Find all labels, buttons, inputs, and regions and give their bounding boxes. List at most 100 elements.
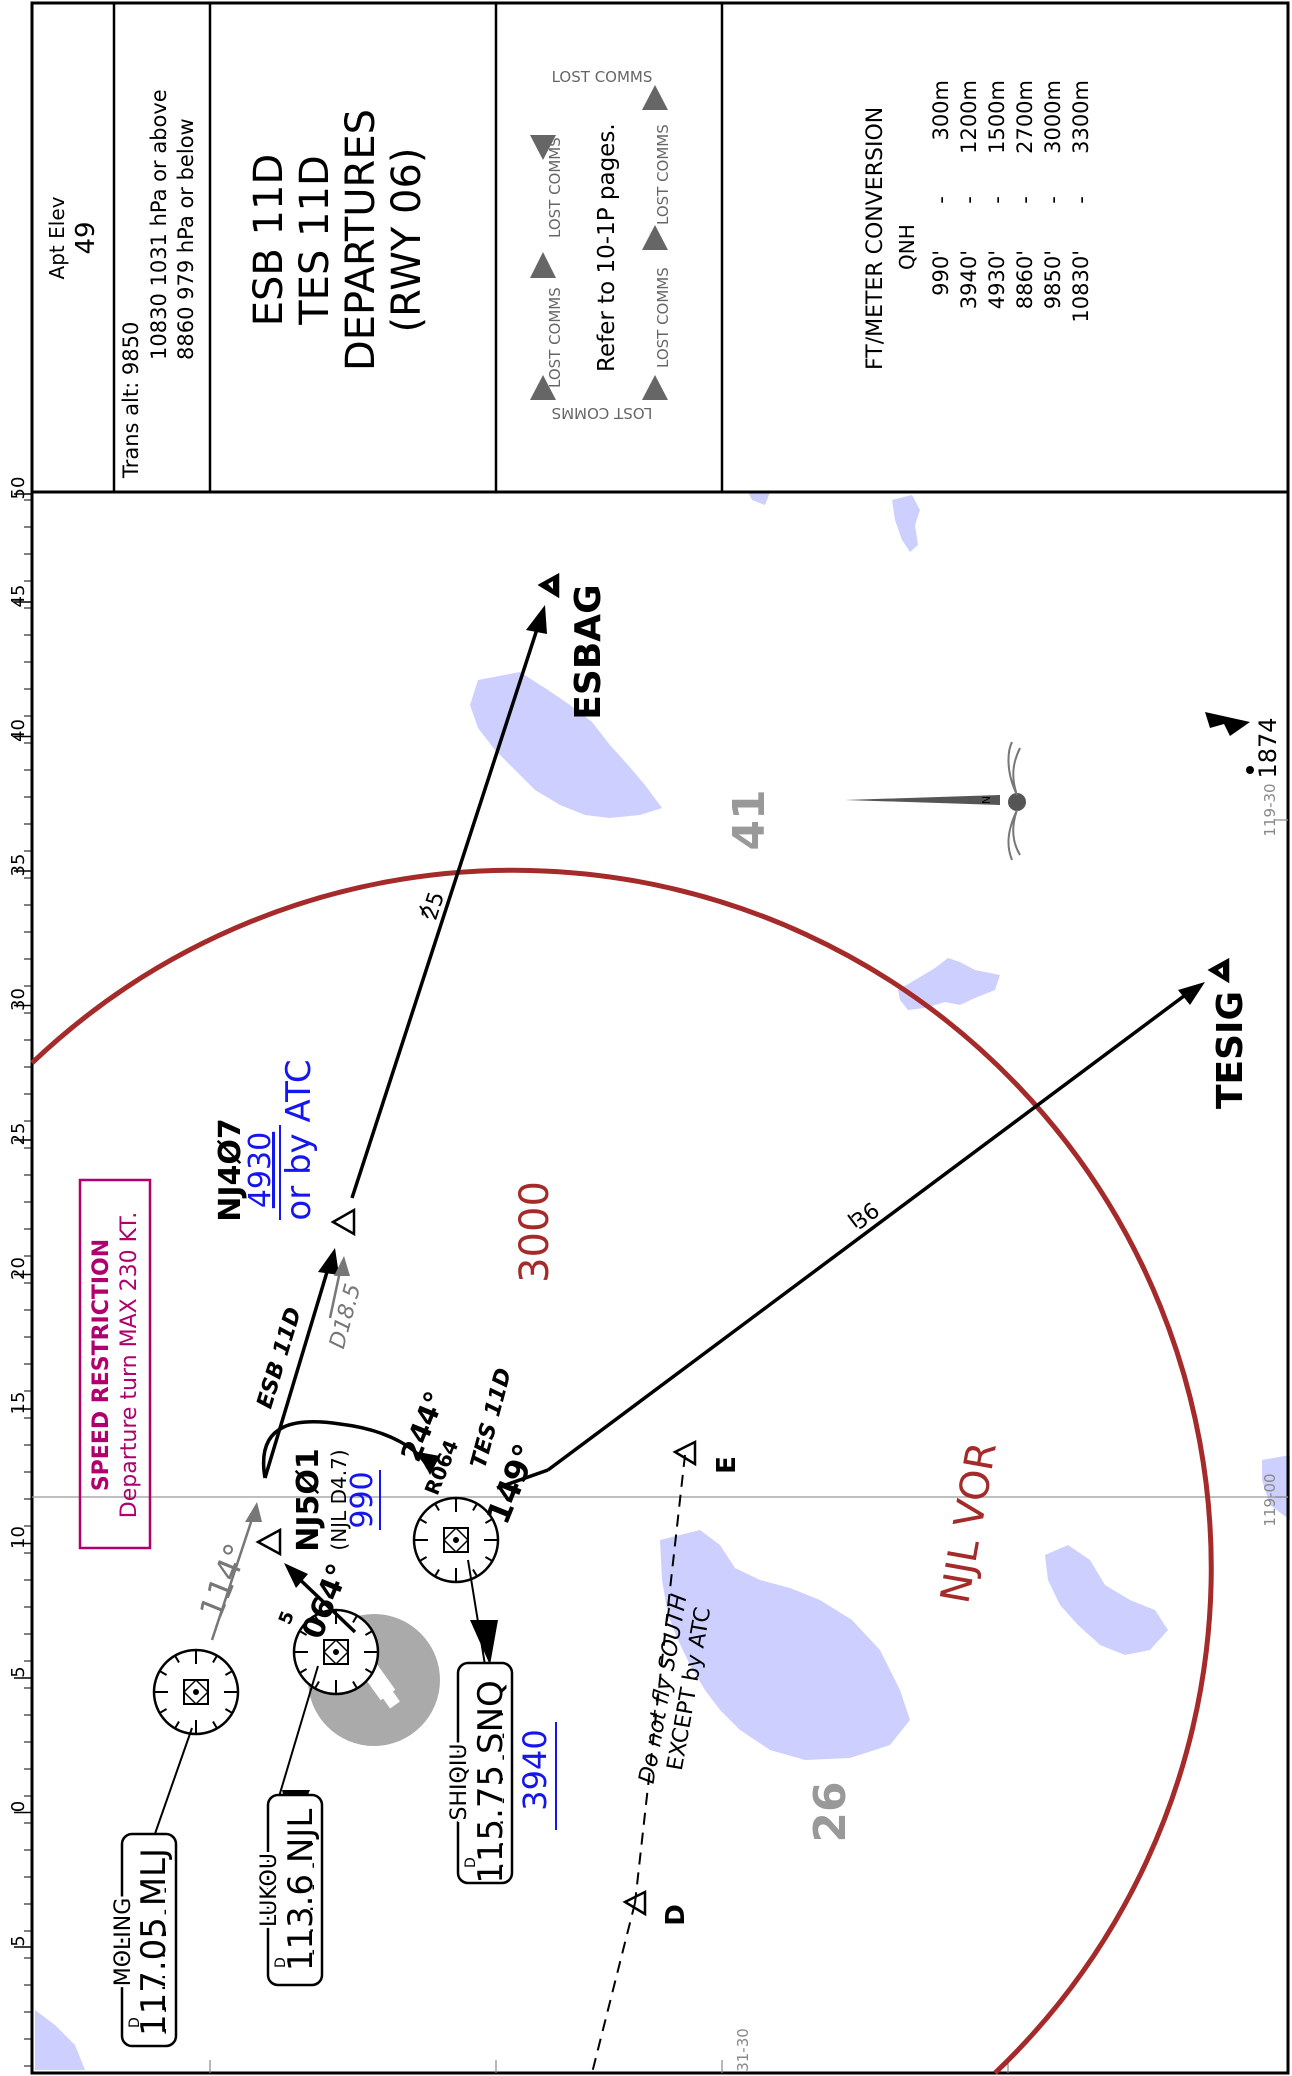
tick-36 (847, 1214, 858, 1228)
lost-comms-top: LOST COMMS (552, 68, 653, 86)
point-e-label: E (712, 1456, 742, 1474)
route-moling-114 (210, 1509, 257, 1641)
lost-comms-mid-left: LOST COMMS (546, 137, 564, 238)
navaid-moling: D MOLING 117.05 MLJ - - ·· · - - - · (108, 1727, 193, 2048)
lukou-name: LUKOU (257, 1853, 282, 1927)
shiqiu-d: D (463, 1857, 479, 1868)
grid-mora-41: 41 (724, 789, 775, 850)
nj407-name: NJ4Ø7 (213, 1118, 248, 1222)
lake-north (470, 672, 662, 818)
nj501-sub: (NJL D4.7) (327, 1449, 351, 1550)
scale-label: 45 (8, 585, 29, 608)
lukou-freq: 113.6 NJL (281, 1809, 321, 1972)
scale-label: 0 (8, 1801, 29, 1812)
lost-comms-arrow-3 (642, 225, 668, 250)
route-esb-leg1 (263, 1261, 332, 1479)
morse-shiqiu: · · · - · - - · (492, 1709, 513, 1872)
scale-label: 35 (8, 854, 29, 877)
shiqiu-box (456, 1661, 514, 1885)
esbag-triangle (537, 572, 560, 599)
moling-name: MOLING (111, 1898, 136, 1987)
vor-moling-icon (152, 1648, 240, 1736)
pond-edge-sw (35, 2010, 85, 2070)
lost-comms-arrow-5 (642, 85, 668, 110)
arrow-114 (245, 1502, 262, 1522)
lon-119-30: 119-30 (1261, 783, 1279, 836)
conversion-ft: 8860' (1013, 250, 1037, 309)
nj501-triangle (255, 1527, 282, 1557)
ring-arc (30, 867, 1214, 2075)
speed-restriction-text: Departure turn MAX 230 KT. (117, 1212, 142, 1518)
conversion-ft: 4930' (985, 250, 1009, 309)
pond-3 (748, 492, 770, 505)
conversion-m: 3000m (1041, 80, 1065, 154)
trans-alt-line2: 10830 1031 hPa or above (147, 89, 171, 360)
morse-lukou: - · · - - · (302, 1838, 323, 1957)
lukou-box (266, 1793, 324, 1987)
north-label: N (980, 796, 993, 804)
pond-1 (898, 958, 1000, 1010)
pond-edge-east (1262, 1455, 1290, 1520)
waypoint-inner-marks (548, 581, 1223, 975)
nj407-alt2: or by ATC (279, 1059, 319, 1220)
no-fly-boundary-2 (591, 1902, 636, 2074)
routes (261, 619, 1194, 1634)
refer-note: Refer to 10-1P pages. (594, 123, 620, 372)
no-fly-boundary (634, 1454, 686, 1904)
conversion-dash: - (1069, 196, 1093, 204)
trans-alt: Trans alt: 9850 (119, 322, 143, 479)
speed-restriction-title: SPEED RESTRICTION (89, 1239, 114, 1491)
chart-title: ESB 11D TES 11D DEPARTURES (RWY 06) (246, 109, 430, 371)
nj501-name: NJ5Ø1 (291, 1448, 326, 1552)
nj407-alt: 4930 (243, 1132, 278, 1208)
lat-31-30: 31-30 (734, 2028, 752, 2072)
scale-label: 5 (8, 1666, 29, 1677)
nj407-label: NJ4Ø7 4930 or by ATC (213, 1059, 319, 1221)
title-departures: DEPARTURES (338, 109, 384, 371)
apt-elev-value: 49 (71, 221, 101, 254)
route-tes-leg (546, 988, 1194, 1472)
lost-comms-right: LOST COMMS (654, 124, 672, 225)
obstacle-icon (1205, 712, 1254, 774)
navaid-shiqiu: D SHIQIU 115.75 SNQ · · · - · - - · 3940 (444, 1559, 557, 1885)
moling-d: D (127, 2017, 143, 2028)
trans-alt-block: Trans alt: 9850 10830 1031 hPa or above … (119, 89, 198, 479)
route-arrowheads (284, 605, 1205, 1588)
title-esb: ESB 11D (246, 154, 292, 327)
conversion-dash: - (957, 196, 981, 204)
scale-label: 5 (8, 1935, 29, 1946)
route-esb-leg2 (350, 619, 542, 1199)
morse-moling: - - ·· · - - - · (154, 1863, 175, 2036)
njl-vor-label: NJL VOR (932, 1439, 1006, 1607)
lost-comms-bottom: LOST COMMS (552, 404, 653, 422)
ft-meter-conversion: FT/METER CONVERSION QNH 990' - 300m 3940' - 1… (863, 80, 1093, 370)
speed-restriction-box (78, 1178, 152, 1550)
tick-25 (419, 905, 429, 919)
dist-25: 25 (418, 889, 450, 923)
conversion-dash: - (1013, 196, 1037, 204)
title-tes: TES 11D (292, 155, 338, 326)
conversion-m: 1200m (957, 80, 981, 154)
point-d-label: D (661, 1904, 691, 1926)
departure-turn (261, 1419, 430, 1479)
pond-2 (892, 495, 920, 552)
apt-elev: Apt Elev 49 (45, 196, 101, 279)
lost-comms-arrow-4 (530, 135, 556, 160)
apt-elev-label: Apt Elev (45, 196, 69, 279)
conversion-qnh: QNH (895, 224, 919, 270)
scale-label: 10 (8, 1526, 29, 1549)
lost-comms-left: LOST COMMS (546, 287, 564, 388)
moling-freq: 117.05 MLJ (134, 1848, 174, 2036)
scale-label: 30 (8, 988, 29, 1011)
lukou-d: D (273, 1957, 289, 1968)
dist-36: 36 (847, 1198, 884, 1235)
scale-label: 50 (8, 477, 29, 500)
obstacle-elev: 1874 (1254, 717, 1282, 778)
conversion-ft: 10830' (1069, 250, 1093, 323)
conversion-m: 1500m (985, 80, 1009, 154)
conversion-rows: 990' - 300m 3940' - 1200m 4930' - 1500m 8860' - 270… (929, 80, 1093, 323)
tesig-label: TESIG (1210, 991, 1251, 1109)
conversion-m: 3300m (1069, 80, 1093, 154)
